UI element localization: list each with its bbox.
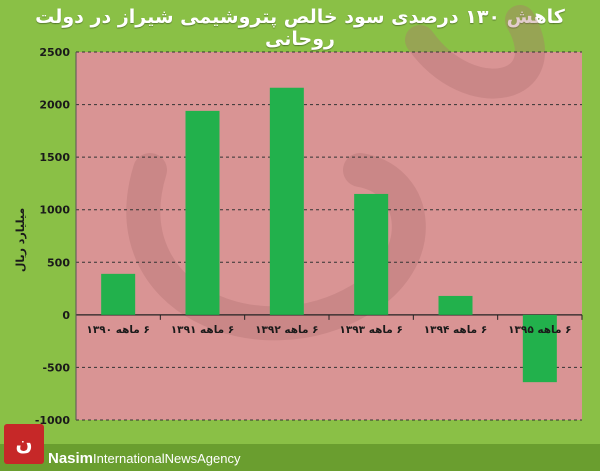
- x-category-label: ۶ ماهه ۱۳۹۱: [171, 324, 234, 336]
- y-tick-label: 2500: [39, 46, 70, 59]
- y-tick-label: 2000: [39, 99, 70, 112]
- brand-tagline: InternationalNewsAgency: [93, 451, 241, 466]
- y-tick-label: 0: [62, 309, 70, 322]
- chart-title: کاهش ۱۳۰ درصدی سود خالص پتروشیمی شیراز د…: [35, 6, 565, 50]
- bar: [269, 87, 304, 315]
- x-category-label: ۶ ماهه ۱۳۹۳: [339, 324, 402, 336]
- x-category-label: ۶ ماهه ۱۳۹۰: [86, 324, 149, 336]
- brand-text: NasimInternationalNewsAgency: [48, 450, 240, 467]
- footer-bar: [0, 444, 600, 471]
- y-tick-label: 500: [47, 256, 70, 269]
- nasim-logo: ن: [4, 424, 44, 464]
- plot-area: [76, 52, 582, 420]
- x-category-label: ۶ ماهه ۱۳۹۲: [255, 324, 318, 336]
- y-tick-label: 1000: [39, 204, 70, 217]
- bar: [522, 314, 557, 383]
- x-category-label: ۶ ماهه ۱۳۹۵: [508, 324, 571, 336]
- y-tick-label: 1500: [39, 151, 70, 164]
- brand-name: Nasim: [48, 450, 94, 467]
- bar: [354, 193, 389, 315]
- y-tick-label: -500: [42, 361, 70, 374]
- bar: [438, 295, 473, 315]
- bar: [101, 273, 136, 315]
- y-axis-label: میلیارد ریال: [14, 208, 27, 272]
- x-category-label: ۶ ماهه ۱۳۹۴: [424, 324, 487, 336]
- watermark-stroke: [126, 153, 426, 341]
- y-tick-label: -1000: [35, 414, 71, 427]
- watermark-stroke: [405, 5, 545, 99]
- bar: [185, 110, 220, 315]
